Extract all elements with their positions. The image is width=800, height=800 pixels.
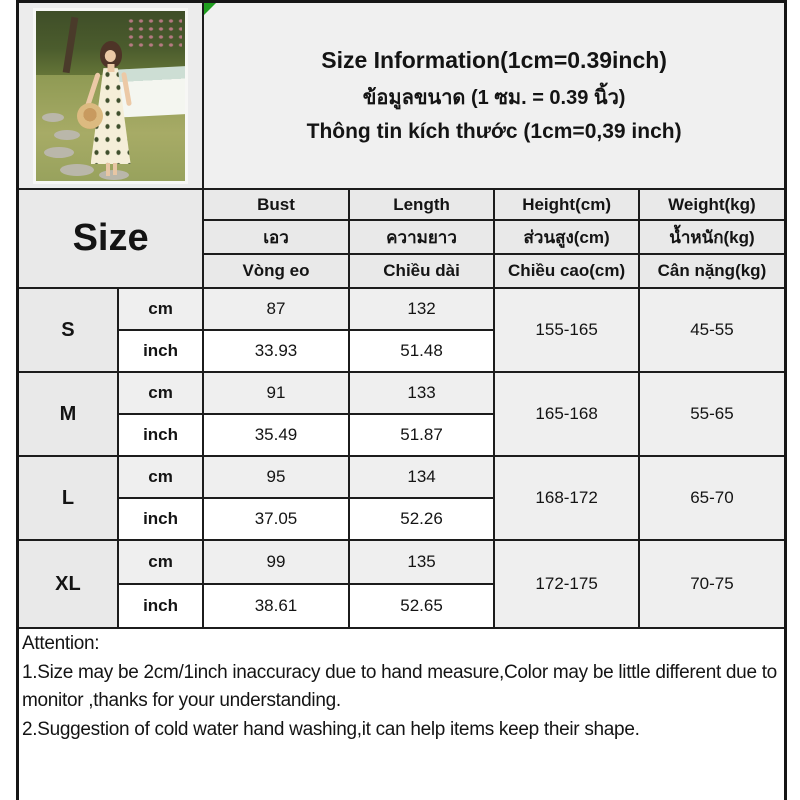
table-row: XL cm 99 135 172-175 70-75 xyxy=(16,539,787,629)
bust-inch-l: 37.05 xyxy=(202,497,350,541)
unit-label-cm: cm xyxy=(116,287,205,331)
height-range-xl: 172-175 xyxy=(493,539,640,629)
bust-inch-s: 33.93 xyxy=(202,329,350,373)
photo-stepping-stone xyxy=(98,170,129,181)
height-range-l: 168-172 xyxy=(493,455,640,541)
col-header-bust-th: เอว xyxy=(202,219,350,255)
bust-inch-m: 35.49 xyxy=(202,413,350,457)
title-cell: Size Information(1cm=0.39inch) ข้อมูลขนา… xyxy=(202,0,787,190)
size-label-l: L xyxy=(16,455,119,541)
length-cm-xl: 135 xyxy=(347,539,496,585)
table-row: L cm 95 134 168-172 65-70 xyxy=(16,455,787,541)
weight-range-xl: 70-75 xyxy=(637,539,787,629)
title-vietnamese: Thông tin kích thước (1cm=0,39 inch) xyxy=(306,120,682,143)
col-header-length-vi: Chiều dài xyxy=(347,253,496,289)
bust-cm-s: 87 xyxy=(202,287,350,331)
length-inch-xl: 52.65 xyxy=(347,583,496,629)
photo-stepping-stone xyxy=(42,112,65,122)
col-header-bust-vi: Vòng eo xyxy=(202,253,350,289)
col-header-weight-th: น้ำหนัก(kg) xyxy=(637,219,787,255)
attention-note: Attention: 1.Size may be 2cm/1inch inacc… xyxy=(16,627,787,800)
table-row: inch 33.93 51.48 xyxy=(18,329,786,373)
length-cm-m: 133 xyxy=(347,371,496,415)
photo-stepping-stone xyxy=(53,129,80,140)
bust-cm-l: 95 xyxy=(202,455,350,499)
unit-label-cm: cm xyxy=(116,539,205,585)
photo-model-leg xyxy=(105,163,110,177)
bust-cm-xl: 99 xyxy=(202,539,350,585)
unit-label-cm: cm xyxy=(116,455,205,499)
size-label-xl: XL xyxy=(16,539,119,629)
photo-model xyxy=(76,41,143,177)
unit-label-inch: inch xyxy=(116,497,205,541)
bust-inch-xl: 38.61 xyxy=(202,583,350,629)
col-header-height-th: ส่วนสูง(cm) xyxy=(493,219,640,255)
height-range-s: 155-165 xyxy=(493,287,640,373)
product-photo xyxy=(33,7,189,184)
photo-model-leg xyxy=(112,163,117,176)
length-inch-m: 51.87 xyxy=(347,413,496,457)
length-cm-l: 134 xyxy=(347,455,496,499)
weight-range-s: 45-55 xyxy=(637,287,787,373)
col-header-bust-en: Bust xyxy=(202,188,350,221)
col-header-weight-en: Weight(kg) xyxy=(637,188,787,221)
photo-model-arm xyxy=(120,71,132,107)
photo-stepping-stone xyxy=(59,163,94,176)
table-row: inch 37.05 52.26 xyxy=(18,497,786,541)
table-row: inch 38.61 52.65 xyxy=(18,583,786,629)
bust-cm-m: 91 xyxy=(202,371,350,415)
height-range-m: 165-168 xyxy=(493,371,640,457)
length-inch-s: 51.48 xyxy=(347,329,496,373)
unit-label-cm: cm xyxy=(116,371,205,415)
cell-note-triangle-icon xyxy=(205,3,217,15)
table-row: inch 35.49 51.87 xyxy=(18,413,786,457)
product-photo-cell xyxy=(16,0,205,190)
title-thai: ข้อมูลขนาด (1 ซม. = 0.39 นิ้ว) xyxy=(362,87,626,109)
length-cm-s: 132 xyxy=(347,287,496,331)
table-row: M cm 91 133 165-168 55-65 xyxy=(16,371,787,457)
unit-label-inch: inch xyxy=(116,329,205,373)
col-header-length-th: ความยาว xyxy=(347,219,496,255)
size-column-header: Size xyxy=(16,188,205,289)
size-label-s: S xyxy=(16,287,119,373)
weight-range-m: 55-65 xyxy=(637,371,787,457)
col-header-length-en: Length xyxy=(347,188,496,221)
weight-range-l: 65-70 xyxy=(637,455,787,541)
title-english: Size Information(1cm=0.39inch) xyxy=(321,47,667,73)
col-header-height-vi: Chiều cao(cm) xyxy=(493,253,640,289)
unit-label-inch: inch xyxy=(116,583,205,629)
photo-stepping-stone xyxy=(43,146,74,158)
photo-model-face xyxy=(104,50,116,63)
attention-line-2: 2.Suggestion of cold water hand washing,… xyxy=(22,718,640,740)
size-chart-table: Size Information(1cm=0.39inch) ข้อมูลขนา… xyxy=(16,0,787,800)
col-header-weight-vi: Cân nặng(kg) xyxy=(637,253,787,289)
table-row: S cm 87 132 155-165 45-55 xyxy=(16,287,787,373)
attention-line-1: 1.Size may be 2cm/1inch inaccuracy due t… xyxy=(22,661,777,712)
straw-hat xyxy=(76,103,103,130)
attention-title: Attention: xyxy=(22,633,100,654)
size-label-m: M xyxy=(16,371,119,457)
unit-label-inch: inch xyxy=(116,413,205,457)
col-header-height-en: Height(cm) xyxy=(493,188,640,221)
photo-model-neck xyxy=(107,64,115,73)
photo-flowers xyxy=(125,17,183,48)
length-inch-l: 52.26 xyxy=(347,497,496,541)
